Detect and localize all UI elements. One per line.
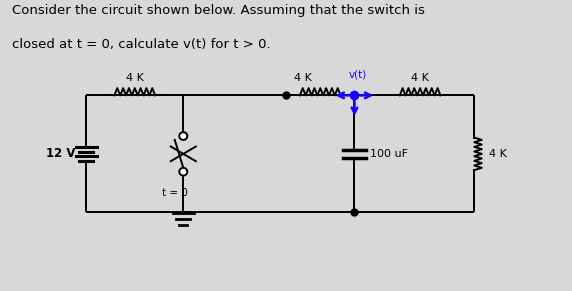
Circle shape: [179, 168, 187, 175]
Text: closed at t = 0, calculate v(t) for t > 0.: closed at t = 0, calculate v(t) for t > …: [12, 38, 271, 51]
Text: 12 V: 12 V: [46, 147, 76, 160]
Text: 4 K: 4 K: [488, 149, 506, 159]
Circle shape: [179, 132, 187, 140]
Text: Consider the circuit shown below. Assuming that the switch is: Consider the circuit shown below. Assumi…: [12, 3, 425, 17]
Text: t = 0: t = 0: [162, 188, 188, 198]
Text: 4 K: 4 K: [126, 73, 144, 83]
Text: 4 K: 4 K: [294, 73, 312, 83]
Text: 100 uF: 100 uF: [371, 149, 408, 159]
Text: v(t): v(t): [348, 70, 367, 80]
Text: 4 K: 4 K: [411, 73, 429, 83]
